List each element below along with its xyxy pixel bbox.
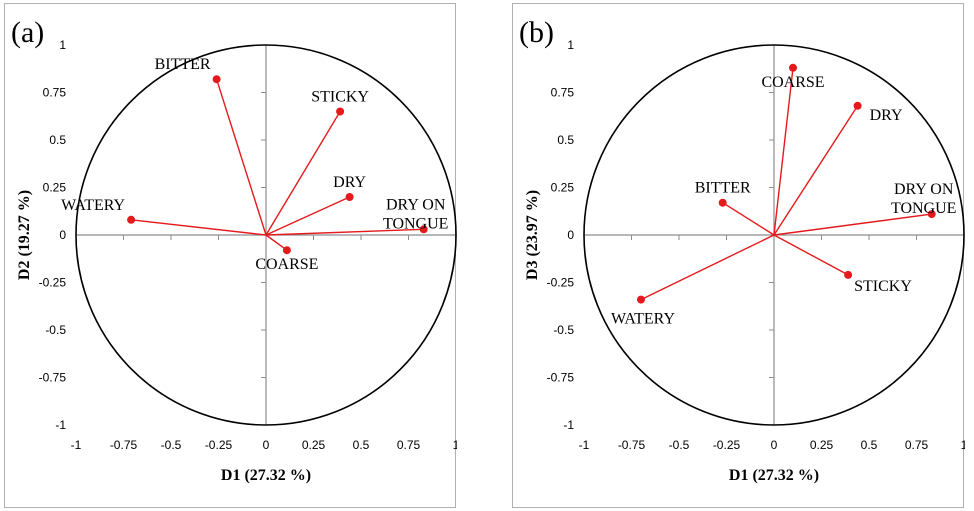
variable-label: DRY	[333, 174, 366, 191]
x-axis-title: D1 (27.32 %)	[221, 467, 311, 484]
y-tick-label: -0.75	[547, 371, 575, 385]
variable-point	[345, 193, 354, 201]
variable-vector	[773, 67, 794, 236]
variable-point	[637, 295, 645, 304]
x-axis-title: D1 (27.32 %)	[729, 467, 819, 484]
x-tick-label: -0.5	[161, 438, 182, 452]
y-tick-label: -1	[563, 418, 574, 432]
x-tick-label: 1	[453, 438, 457, 452]
variable-label: BITTER	[155, 56, 211, 73]
x-tick-label: -0.75	[110, 438, 138, 452]
variable-vector	[265, 196, 350, 236]
x-tick-label: 0	[771, 438, 778, 452]
variable-vector	[640, 234, 775, 301]
x-tick-label: 0.25	[810, 438, 834, 452]
correlation-circle-plot-a: 1 0.75 0.5 0.25 0 -0.25 -0.5 -0.75 -1 -1 -0.75 -0.5…	[16, 38, 457, 484]
variable-vector	[215, 78, 267, 236]
y-tick-label: -0.75	[39, 371, 67, 385]
x-tick-label: -1	[71, 438, 82, 452]
variable-point	[419, 225, 428, 234]
x-tick-label: 0	[263, 438, 270, 452]
y-tick-label: 0.5	[557, 133, 574, 147]
variable-label: STICKY	[311, 89, 369, 106]
variable-label: COARSE	[255, 256, 318, 273]
variable-vector	[131, 219, 267, 236]
correlation-circle	[583, 44, 965, 426]
variable-label: BITTER	[695, 180, 751, 197]
correlation-circle	[75, 44, 457, 426]
variable-label: WATERY	[611, 311, 675, 328]
y-tick-label: 1	[59, 38, 66, 52]
x-tick-label: 0.25	[302, 438, 326, 452]
x-tick-label: -1	[579, 438, 590, 452]
y-tick-label: -0.5	[553, 323, 574, 337]
variable-vector	[265, 234, 288, 251]
variable-label: TONGUE	[891, 200, 956, 217]
y-axis-title: D3 (23.97 %)	[524, 190, 541, 280]
variable-vector	[265, 111, 341, 236]
variable-point	[212, 75, 221, 84]
y-tick-label: 0.25	[43, 181, 67, 195]
x-tick-label: -0.75	[618, 438, 646, 452]
variable-point	[789, 63, 797, 72]
variable-point	[127, 215, 136, 224]
variable-vector	[773, 234, 849, 276]
x-tick-label: 0.75	[397, 438, 421, 452]
correlation-circle-plot-b: 1 0.75 0.5 0.25 0 -0.25 -0.5 -0.75 -1 -1 -0.75 -0.5…	[524, 38, 965, 484]
variable-vector	[773, 213, 932, 236]
y-tick-label: 0	[567, 228, 574, 242]
x-tick-label: -0.5	[669, 438, 690, 452]
y-tick-label: 1	[567, 38, 574, 52]
variable-label: COARSE	[761, 74, 824, 91]
variable-vector	[773, 105, 859, 236]
y-tick-label: -0.25	[547, 276, 575, 290]
variable-label: DRY ON	[386, 196, 446, 213]
y-tick-label: 0.5	[49, 133, 66, 147]
x-tick-label: -0.25	[713, 438, 741, 452]
variable-vector	[265, 228, 424, 236]
y-tick-label: 0	[59, 228, 66, 242]
variable-label: TONGUE	[383, 215, 448, 232]
y-tick-label: -0.25	[39, 276, 67, 290]
variable-point	[718, 198, 727, 207]
variable-label: STICKY	[854, 278, 912, 295]
variable-point	[853, 101, 862, 110]
variable-vector	[722, 202, 775, 236]
y-axis-title: D2 (19.27 %)	[16, 190, 33, 280]
chart-panel-a: (a) 1 0.75 0.5 0.25 0 -0.25 -0.5 -0.75 -1 -1 -0.75…	[4, 3, 457, 508]
x-tick-label: 1	[961, 438, 965, 452]
variable-point	[336, 107, 345, 116]
x-tick-label: 0.5	[861, 438, 878, 452]
y-tick-label: 0.25	[551, 181, 575, 195]
panel-label: (a)	[11, 16, 45, 49]
chart-panel-b: (b) 1 0.75 0.5 0.25 0 -0.25 -0.5 -0.75 -1 -1 -0.75…	[512, 3, 965, 508]
y-tick-label: -1	[55, 418, 66, 432]
y-tick-label: 0.75	[43, 86, 67, 100]
x-tick-label: 0.75	[905, 438, 929, 452]
variable-point	[282, 246, 291, 255]
x-tick-label: 0.5	[353, 438, 370, 452]
panel-label: (b)	[519, 16, 554, 49]
y-tick-label: -0.5	[45, 323, 66, 337]
x-tick-label: -0.25	[205, 438, 233, 452]
variable-label: DRY	[870, 107, 903, 124]
variable-point	[927, 210, 936, 219]
y-tick-label: 0.75	[551, 86, 575, 100]
variable-point	[844, 270, 853, 279]
variable-label: WATERY	[61, 197, 125, 214]
variable-label: DRY ON	[894, 181, 954, 198]
